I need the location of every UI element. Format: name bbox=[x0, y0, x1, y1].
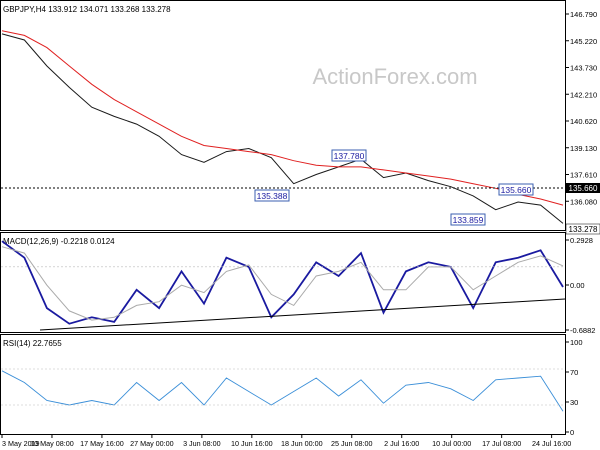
macd-axis: 0.2928 0.00 -0.6882 bbox=[565, 236, 595, 335]
annotation-box-137780 bbox=[331, 149, 367, 162]
x-tick-label: 3 Jun 08:00 bbox=[183, 439, 221, 448]
y-tick-label: 137.610 bbox=[570, 171, 597, 180]
y-tick-label: 139.130 bbox=[570, 144, 597, 153]
y-tick-label: 145.220 bbox=[570, 37, 597, 46]
last-price-tag bbox=[565, 223, 600, 235]
macd-trendline bbox=[39, 298, 566, 331]
y-tick-label: 70 bbox=[570, 368, 578, 377]
y-tick-label: 136.080 bbox=[570, 197, 597, 206]
price-axis: 146.790 145.220 143.730 142.210 140.620 139.1… bbox=[565, 10, 597, 233]
y-tick-label: 0 bbox=[570, 428, 574, 437]
annotation-135388: 135.388 bbox=[257, 191, 288, 201]
x-tick-label: 3 May 2019 bbox=[2, 439, 40, 448]
y-tick-label: -0.6882 bbox=[570, 326, 595, 335]
macd-panel-frame bbox=[0, 232, 566, 333]
ma-line bbox=[1, 30, 564, 206]
annotation-box-135660 bbox=[498, 183, 534, 196]
x-tick-label: 10 Jul 00:00 bbox=[432, 439, 471, 448]
y-tick-label: 30 bbox=[570, 398, 578, 407]
x-tick-label: 10 Jun 16:00 bbox=[231, 439, 273, 448]
x-tick-label: 2 Jul 16:00 bbox=[384, 439, 419, 448]
x-tick-label: 27 May 00:00 bbox=[130, 439, 174, 448]
rsi-series-group bbox=[1, 368, 565, 412]
x-tick-label: 10 May 08:00 bbox=[30, 439, 74, 448]
rsi-panel-frame bbox=[0, 334, 566, 435]
x-tick-label: 17 Jul 08:00 bbox=[482, 439, 521, 448]
price-chart-title: GBPJPY,H4 133.912 134.071 133.268 133.27… bbox=[3, 5, 171, 14]
rsi-line bbox=[1, 370, 564, 412]
y-tick-label: 146.790 bbox=[570, 10, 597, 19]
annotation-box-135388 bbox=[254, 189, 290, 202]
annotation-135660: 135.660 bbox=[501, 185, 532, 195]
rsi-chart-title: RSI(14) 22.7655 bbox=[3, 339, 62, 348]
x-tick-label: 17 May 16:00 bbox=[80, 439, 124, 448]
macd-line bbox=[1, 240, 564, 325]
annotation-133859: 133.859 bbox=[453, 215, 484, 225]
y-tick-label: 0.2928 bbox=[570, 236, 593, 245]
current-price-label: 135.660 bbox=[569, 184, 598, 193]
y-tick-label: 142.210 bbox=[570, 90, 597, 99]
y-tick-label: 140.620 bbox=[570, 117, 597, 126]
x-tick-label: 25 Jun 08:00 bbox=[331, 439, 373, 448]
y-tick-label: 100 bbox=[570, 338, 583, 347]
watermark: ActionForex.com bbox=[312, 64, 477, 89]
macd-chart-title: MACD(12,26,9) -0.2218 0.0124 bbox=[3, 237, 115, 246]
price-line bbox=[1, 33, 564, 224]
macd-series-group bbox=[1, 240, 565, 325]
price-panel-frame bbox=[0, 0, 566, 231]
x-tick-label: 18 Jun 00:00 bbox=[281, 439, 323, 448]
x-tick-label: 24 Jul 16:00 bbox=[532, 439, 571, 448]
annotation-box-133859 bbox=[450, 213, 486, 226]
last-price-label: 133.278 bbox=[569, 225, 598, 234]
rsi-axis: 100 70 30 0 bbox=[565, 338, 583, 437]
y-tick-label: 143.730 bbox=[570, 64, 597, 73]
signal-line bbox=[1, 246, 564, 321]
price-series-group bbox=[1, 30, 564, 224]
current-price-tag bbox=[566, 183, 600, 193]
annotation-137780: 137.780 bbox=[334, 151, 365, 161]
y-tick-label: 0.00 bbox=[570, 281, 585, 290]
